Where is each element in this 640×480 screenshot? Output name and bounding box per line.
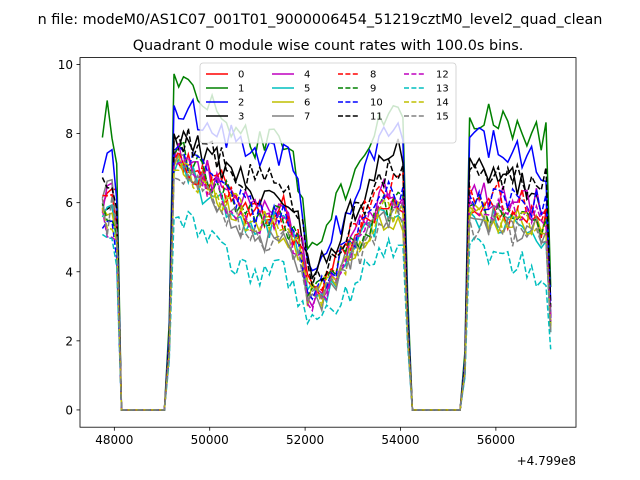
legend-label-8: 8	[370, 70, 376, 81]
x-tick-label: 56000	[477, 433, 515, 447]
y-tick-label: 8	[65, 127, 73, 141]
legend-label-5: 5	[304, 84, 310, 95]
y-tick-label: 6	[65, 196, 73, 210]
figure-suptitle: n file: modeM0/AS1C07_001T01_9000006454_…	[38, 12, 603, 28]
legend-label-0: 0	[238, 70, 244, 81]
series-line-15	[101, 173, 552, 411]
legend-label-7: 7	[304, 112, 310, 123]
series-line-13	[101, 210, 552, 411]
plot-frame	[79, 57, 577, 428]
legend-label-12: 12	[436, 70, 449, 81]
y-tick-label: 10	[58, 58, 73, 72]
x-tick-label: 54000	[381, 433, 419, 447]
y-tick-label: 4	[65, 265, 73, 279]
legend-label-3: 3	[238, 112, 244, 123]
legend-label-1: 1	[238, 84, 244, 95]
series-line-1	[101, 73, 552, 411]
series-line-12	[101, 155, 552, 411]
series-line-10	[101, 144, 552, 411]
legend-label-13: 13	[436, 84, 449, 95]
x-tick-label: 52000	[286, 433, 324, 447]
x-tick-label: 50000	[191, 433, 229, 447]
series-line-11	[101, 128, 552, 411]
chart-title: Quadrant 0 module wise count rates with …	[133, 38, 524, 54]
y-tick-label: 2	[65, 334, 73, 348]
legend-label-11: 11	[370, 112, 383, 123]
x-tick-label: 48000	[95, 433, 133, 447]
legend-label-10: 10	[370, 98, 383, 109]
legend-label-14: 14	[436, 98, 449, 109]
legend-label-4: 4	[304, 70, 310, 81]
series-line-14	[101, 161, 552, 411]
y-tick-label: 0	[65, 403, 73, 417]
series-line-2	[101, 97, 552, 411]
legend-label-15: 15	[436, 112, 449, 123]
legend-box	[199, 62, 457, 144]
x-offset-label: +4.799e8	[517, 454, 576, 468]
legend-label-6: 6	[304, 98, 310, 109]
legend-label-2: 2	[238, 98, 244, 109]
series-line-3	[102, 129, 552, 411]
legend-label-9: 9	[370, 84, 376, 95]
